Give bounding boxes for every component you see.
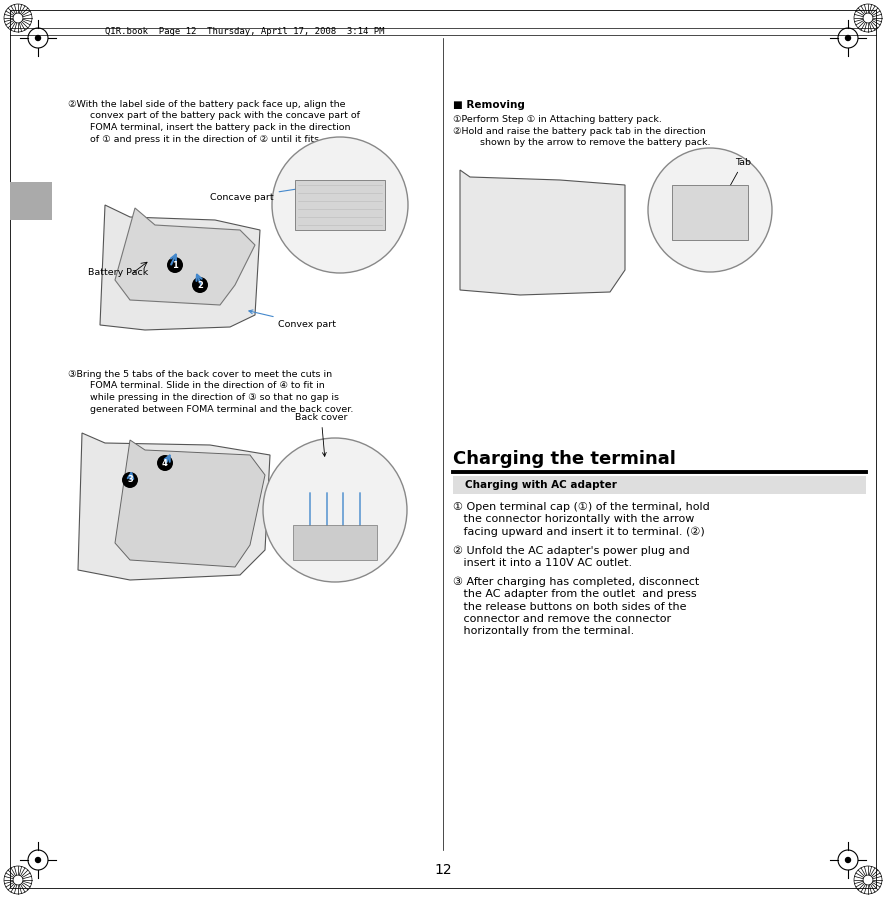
Text: the connector horizontally with the arrow: the connector horizontally with the arro…: [453, 515, 695, 524]
Circle shape: [845, 858, 851, 862]
Text: convex part of the battery pack with the concave part of: convex part of the battery pack with the…: [90, 111, 360, 120]
Text: Convex part: Convex part: [249, 310, 336, 329]
Text: Charging with AC adapter: Charging with AC adapter: [465, 480, 617, 490]
Text: ② Unfold the AC adapter's power plug and: ② Unfold the AC adapter's power plug and: [453, 545, 689, 556]
Text: the release buttons on both sides of the: the release buttons on both sides of the: [453, 602, 687, 612]
Text: insert it into a 110V AC outlet.: insert it into a 110V AC outlet.: [453, 558, 632, 568]
Text: Concave part: Concave part: [210, 186, 306, 202]
Text: the AC adapter from the outlet  and press: the AC adapter from the outlet and press: [453, 589, 696, 599]
Bar: [672, 185, 748, 240]
Circle shape: [192, 277, 208, 293]
Text: shown by the arrow to remove the battery pack.: shown by the arrow to remove the battery…: [471, 138, 711, 147]
Circle shape: [263, 438, 407, 582]
Text: FOMA terminal. Slide in the direction of ④ to fit in: FOMA terminal. Slide in the direction of…: [90, 382, 325, 391]
Circle shape: [648, 148, 772, 272]
Text: QIR.book  Page 12  Thursday, April 17, 2008  3:14 PM: QIR.book Page 12 Thursday, April 17, 200…: [105, 27, 385, 36]
Text: of ① and press it in the direction of ② until it fits.: of ① and press it in the direction of ② …: [90, 135, 323, 144]
Text: ①Perform Step ① in Attaching battery pack.: ①Perform Step ① in Attaching battery pac…: [453, 115, 662, 124]
Text: 2: 2: [197, 280, 203, 289]
Text: ②Hold and raise the battery pack tab in the direction: ②Hold and raise the battery pack tab in …: [453, 127, 706, 136]
Text: 1: 1: [172, 260, 178, 269]
Circle shape: [863, 875, 873, 885]
Text: Back cover: Back cover: [295, 413, 347, 456]
Circle shape: [35, 36, 41, 40]
Bar: [453, 476, 866, 494]
Text: ① Open terminal cap (①) of the terminal, hold: ① Open terminal cap (①) of the terminal,…: [453, 502, 710, 512]
Circle shape: [272, 137, 408, 273]
Text: ③ After charging has completed, disconnect: ③ After charging has completed, disconne…: [453, 577, 699, 587]
Text: horizontally from the terminal.: horizontally from the terminal.: [453, 627, 634, 637]
Text: 4: 4: [162, 459, 168, 468]
Circle shape: [863, 13, 873, 23]
Polygon shape: [78, 433, 270, 580]
Text: FOMA terminal, insert the battery pack in the direction: FOMA terminal, insert the battery pack i…: [90, 123, 351, 132]
Polygon shape: [460, 170, 625, 295]
Text: ②With the label side of the battery pack face up, align the: ②With the label side of the battery pack…: [68, 100, 346, 109]
Circle shape: [167, 257, 183, 273]
Circle shape: [845, 36, 851, 40]
Circle shape: [13, 875, 23, 885]
Text: generated between FOMA terminal and the back cover.: generated between FOMA terminal and the …: [90, 404, 354, 413]
Text: ■ Removing: ■ Removing: [453, 100, 525, 110]
Polygon shape: [115, 208, 255, 305]
Text: 12: 12: [434, 863, 452, 877]
Polygon shape: [100, 205, 260, 330]
Text: Tab: Tab: [727, 158, 751, 192]
Circle shape: [35, 858, 41, 862]
Bar: [10, 182, 52, 220]
Text: Charging the terminal: Charging the terminal: [453, 450, 676, 468]
Circle shape: [13, 13, 23, 23]
Circle shape: [157, 455, 173, 471]
Bar: [295, 180, 385, 230]
Circle shape: [122, 472, 138, 488]
Text: facing upward and insert it to terminal. (②): facing upward and insert it to terminal.…: [453, 527, 704, 537]
Text: ③Bring the 5 tabs of the back cover to meet the cuts in: ③Bring the 5 tabs of the back cover to m…: [68, 370, 332, 379]
Text: while pressing in the direction of ③ so that no gap is: while pressing in the direction of ③ so …: [90, 393, 339, 402]
Text: Battery Pack: Battery Pack: [88, 268, 148, 277]
Text: connector and remove the connector: connector and remove the connector: [453, 614, 671, 624]
Bar: [293, 525, 377, 560]
Polygon shape: [115, 440, 265, 567]
Text: 3: 3: [127, 476, 133, 485]
